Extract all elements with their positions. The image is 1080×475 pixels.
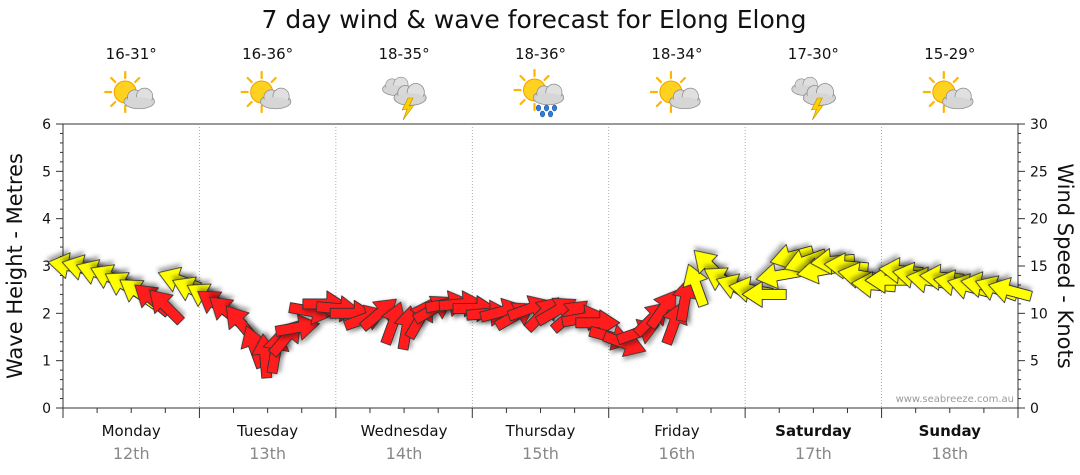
wind-arrow-53 [741,280,787,308]
plot-area [62,123,1019,409]
temperature-range: 16-36° [242,45,293,63]
temperature-range: 18-35° [379,45,430,63]
y-left-tick-label: 3 [42,259,51,275]
y-right-tick-label: 10 [1030,306,1048,322]
temperature-range: 16-31° [106,45,157,63]
sun-cloud-icon [649,70,701,114]
grid-lines [199,124,882,408]
temperature-range: 18-34° [651,45,702,63]
y-left-tick-label: 2 [42,306,51,322]
sun-rain-icon [513,68,565,118]
y-right-tick-label: 30 [1030,117,1048,133]
chart-title: 7 day wind & wave forecast for Elong Elo… [262,5,807,34]
wind-arrow-40 [575,309,621,337]
storm-cloud-icon [791,76,836,121]
y-right-tick-label: 15 [1030,259,1048,275]
y-right-tick-label: 25 [1030,164,1048,180]
day-label-friday: Friday [654,422,700,440]
day-label-saturday: Saturday [775,422,852,440]
wind-arrow-45 [646,290,677,330]
sun-cloud-icon [922,70,974,114]
day-label-thursday: Thursday [505,422,576,440]
y-left-tick-label: 1 [42,354,51,370]
y-axis-label-left: Wave Height - Metres [3,153,27,379]
y-left-tick-label: 4 [42,212,51,228]
y-axis-label-right: Wind Speed - Knots [1053,163,1077,368]
date-label: 18th [931,444,968,463]
wind-arrow-18 [274,313,320,341]
date-label: 16th [659,444,696,463]
wind-arrow-71 [988,277,1033,304]
day-label-monday: Monday [102,422,161,440]
date-label: 15th [522,444,559,463]
date-label: 12th [113,444,150,463]
sun-cloud-icon [104,70,155,114]
day-label-tuesday: Tuesday [236,422,298,440]
storm-cloud-icon [382,76,427,121]
temperature-range: 17-30° [788,45,839,63]
wind-arrow-48 [682,263,709,308]
wind-arrow-7 [149,289,185,326]
sun-cloud-icon [240,70,292,114]
daily-forecast-header: 16-31° 16-36° 18-35° 18-36° 18-34° 17-30° 15-2… [104,45,975,121]
wind-arrows [47,244,1033,379]
y-right-tick-label: 5 [1030,354,1039,370]
day-label-sunday: Sunday [919,422,982,440]
date-label: 14th [386,444,423,463]
y-left-tick-label: 6 [42,117,51,133]
temperature-range: 18-36° [515,45,566,63]
y-right-tick-label: 20 [1030,212,1048,228]
y-left-tick-label: 0 [42,401,51,417]
day-label-wednesday: Wednesday [361,422,448,440]
axes: 0 1 2 3 4 5 6 0 5 10 15 20 25 30 Monday 12th Tuesday 13th… [42,117,1048,463]
y-right-tick-label: 0 [1030,401,1039,417]
y-left-tick-label: 5 [42,164,51,180]
date-label: 13th [249,444,286,463]
temperature-range: 15-29° [924,45,975,63]
credit-text: www.seabreeze.com.au [896,394,1014,405]
date-label: 17th [795,444,832,463]
